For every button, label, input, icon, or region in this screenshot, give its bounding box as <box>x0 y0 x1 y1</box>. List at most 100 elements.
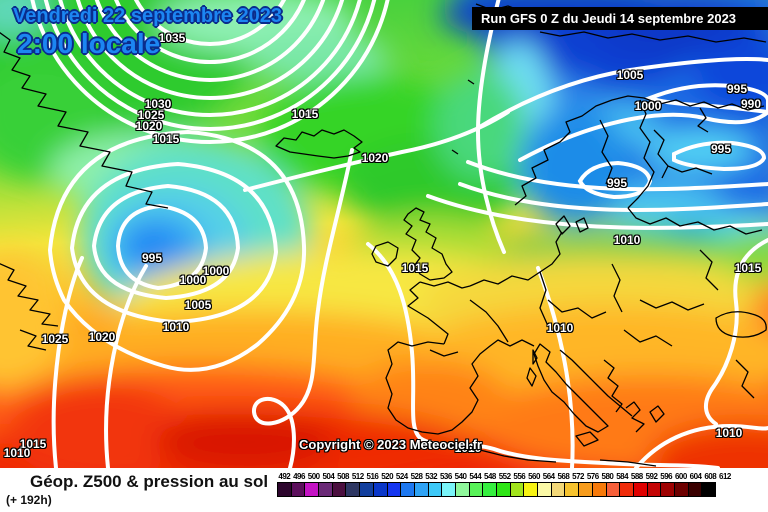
legend-swatch <box>605 482 621 497</box>
legend-swatch <box>345 482 361 497</box>
legend-swatch <box>646 482 662 497</box>
legend-value: 540 <box>454 472 467 481</box>
pressure-label: 990 <box>740 97 762 111</box>
legend-swatch <box>359 482 374 497</box>
legend-swatch <box>496 482 511 497</box>
legend-value: 532 <box>425 472 438 481</box>
pressure-label: 1015 <box>291 107 319 121</box>
legend-swatch <box>537 482 552 497</box>
forecast-hour-label: (+ 192h) <box>6 493 52 507</box>
pressure-label: 1005 <box>184 298 212 312</box>
pressure-label: 1010 <box>715 426 743 440</box>
pressure-label: 995 <box>726 82 748 96</box>
legend-value: 592 <box>645 472 658 481</box>
legend-swatch <box>591 482 607 497</box>
legend-value: 604 <box>689 472 702 481</box>
legend-swatch <box>290 482 306 497</box>
coastlines <box>0 3 767 467</box>
legend-swatch <box>619 482 634 497</box>
legend-value: 552 <box>498 472 511 481</box>
footer-bar: Géop. Z500 & pression au sol (+ 192h) 49… <box>0 468 768 512</box>
pressure-label: 1010 <box>162 320 190 334</box>
legend-swatch <box>386 482 402 497</box>
pressure-label: 1005 <box>616 68 644 82</box>
legend-value: 600 <box>674 472 687 481</box>
legend-swatch <box>331 482 347 497</box>
pressure-label: 1000 <box>179 273 207 287</box>
legend-value: 560 <box>528 472 540 481</box>
legend-value: 556 <box>513 472 526 481</box>
legend-swatch <box>701 482 716 497</box>
legend-value: 492 <box>278 472 291 481</box>
legend-swatch <box>427 482 443 497</box>
pressure-label: 1025 <box>41 332 69 346</box>
legend-swatch <box>413 482 429 497</box>
pressure-label: 1020 <box>135 119 163 133</box>
run-info-bar: Run GFS 0 Z du Jeudi 14 septembre 2023 <box>472 7 768 30</box>
legend-values: 492 496 500 504 508 512 516 520 524 528 532 536 540 5… <box>277 472 732 481</box>
legend-value: 504 <box>322 472 335 481</box>
pressure-label: 1015 <box>152 132 180 146</box>
legend-value: 564 <box>542 472 555 481</box>
legend-swatch <box>632 482 648 497</box>
legend-value: 520 <box>381 472 394 481</box>
legend-swatch <box>400 482 415 497</box>
legend-swatch <box>482 482 497 497</box>
pressure-label: 1000 <box>202 264 230 278</box>
pressure-label: 1020 <box>88 330 116 344</box>
pressure-label: 995 <box>710 142 732 156</box>
legend-swatch <box>372 482 388 497</box>
legend-value: 576 <box>586 472 599 481</box>
legend-swatch <box>523 482 539 497</box>
pressure-label: 995 <box>606 176 628 190</box>
legend-value: 588 <box>630 472 643 481</box>
legend-swatch <box>304 482 320 497</box>
time-label: 2:00 locale <box>17 28 161 59</box>
pressure-label: 995 <box>141 251 163 265</box>
pressure-label: 1030 <box>144 97 172 111</box>
pressure-label: 1025 <box>137 108 165 122</box>
legend-swatch <box>673 482 689 497</box>
legend-value: 496 <box>293 472 305 481</box>
pressure-label: 1015 <box>401 261 429 275</box>
pressure-label: 1010 <box>454 441 482 455</box>
legend-value: 500 <box>307 472 320 481</box>
legend-swatch <box>687 482 703 497</box>
weather-map: 1035 1030 1025 1020 1015 1015 1020 1005 995 990 10… <box>0 0 768 468</box>
legend: 492 496 500 504 508 512 516 520 524 528 532 536 540 5… <box>277 472 732 497</box>
pressure-label: 1000 <box>634 99 662 113</box>
legend-value: 524 <box>395 472 408 481</box>
legend-value: 572 <box>572 472 585 481</box>
legend-swatch <box>564 482 580 497</box>
pressure-label: 1010 <box>546 321 574 335</box>
pressure-label: 1015 <box>734 261 762 275</box>
legend-swatch <box>441 482 456 497</box>
legend-value: 584 <box>616 472 629 481</box>
pressure-label: 1035 <box>158 31 186 45</box>
legend-value: 596 <box>660 472 673 481</box>
legend-swatch <box>454 482 470 497</box>
pressure-label: 1020 <box>361 151 389 165</box>
legend-value: 508 <box>337 472 350 481</box>
legend-swatch <box>509 482 525 497</box>
copyright-label: Copyright © 2023 Meteociel.fr <box>299 437 482 452</box>
map-canvas <box>0 0 768 468</box>
map-title: Géop. Z500 & pression au sol <box>30 472 269 491</box>
date-label: Vendredi 22 septembre 2023 <box>13 5 283 27</box>
legend-value: 608 <box>704 472 717 481</box>
legend-value: 536 <box>439 472 452 481</box>
legend-swatch <box>318 482 333 497</box>
pressure-label: 1010 <box>3 446 31 460</box>
legend-swatch <box>277 482 292 497</box>
legend-value: 516 <box>366 472 379 481</box>
legend-swatch <box>660 482 675 497</box>
pressure-label: 1015 <box>19 437 47 451</box>
legend-value: 528 <box>410 472 423 481</box>
legend-value: 544 <box>469 472 482 481</box>
isobar-contours <box>30 0 768 468</box>
legend-value: 548 <box>484 472 496 481</box>
legend-swatch <box>468 482 484 497</box>
legend-swatch <box>578 482 593 497</box>
pressure-label: 1010 <box>613 233 641 247</box>
